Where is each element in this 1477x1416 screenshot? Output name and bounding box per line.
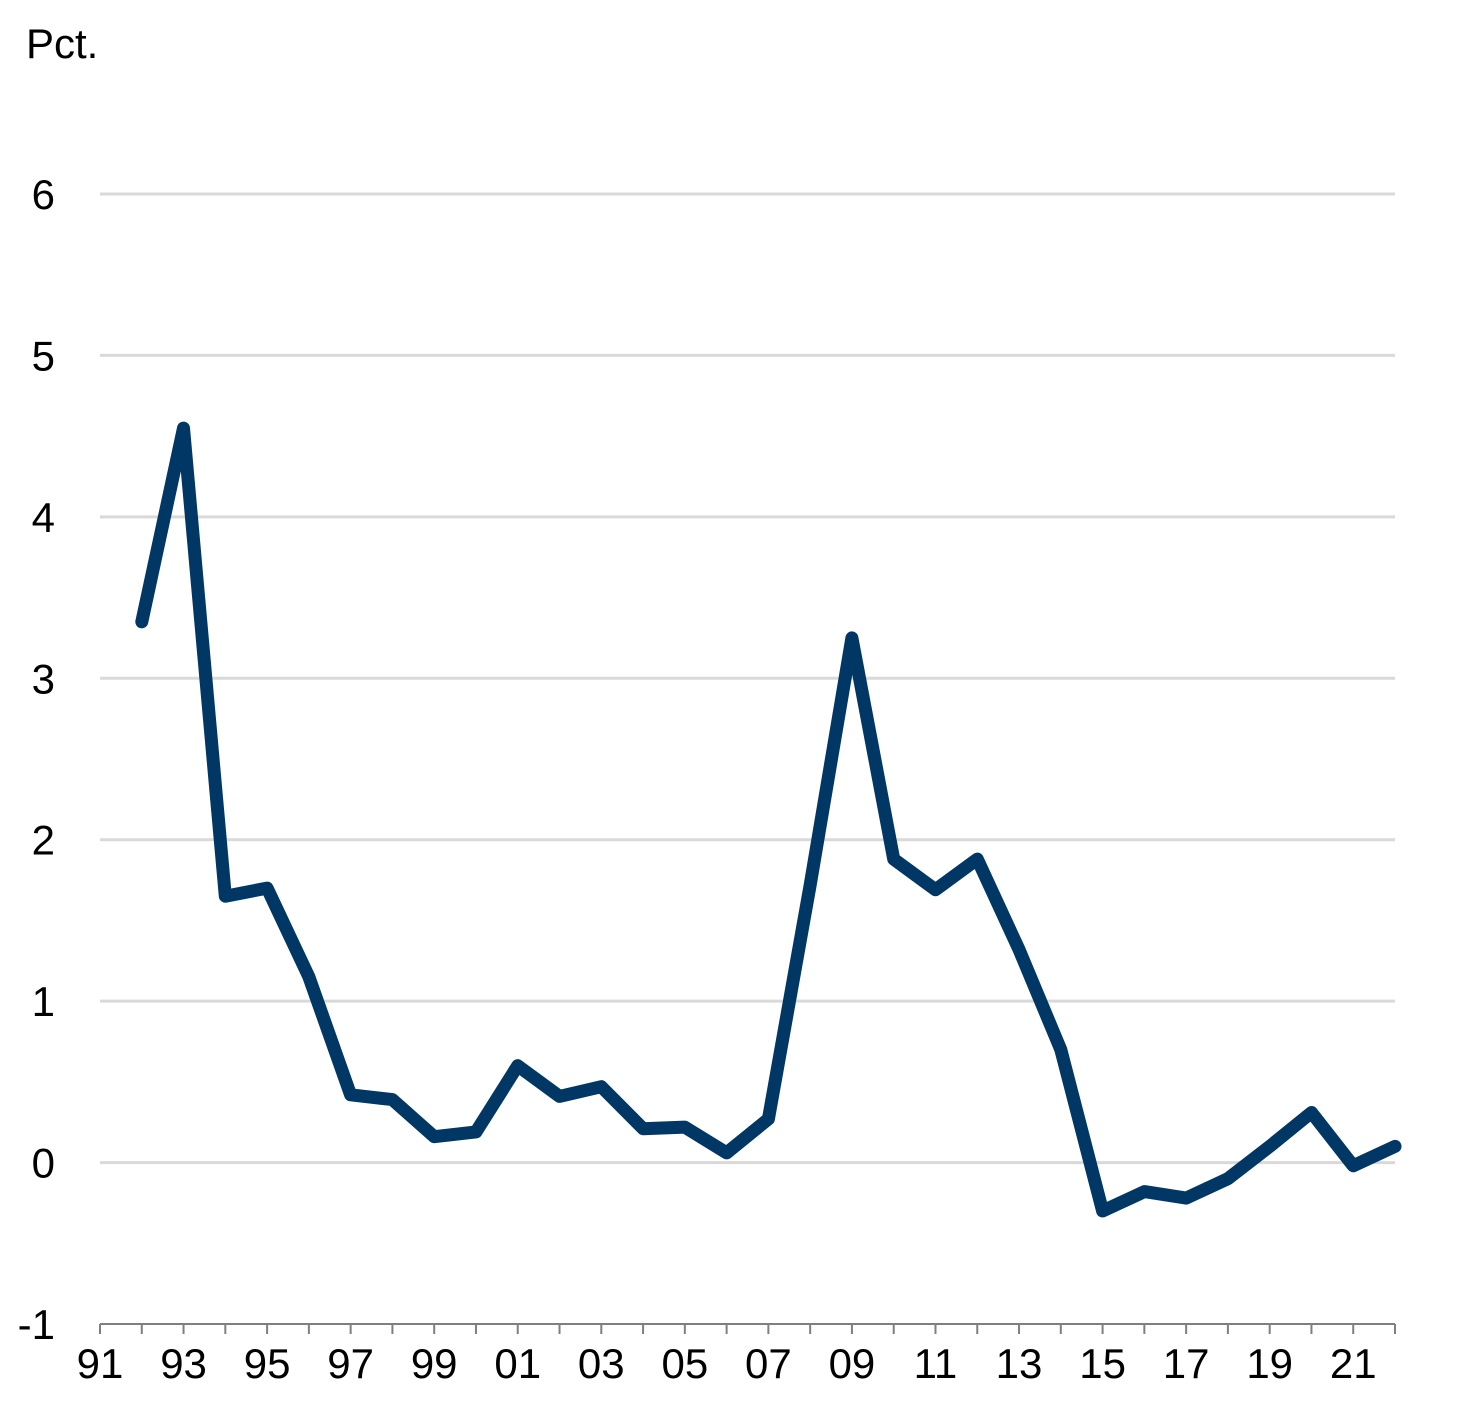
x-tick-label-93: 93	[160, 1340, 207, 1387]
series-layer	[135, 421, 1402, 1218]
x-tick-label-13: 13	[996, 1340, 1043, 1387]
y-tick-label-6: 6	[32, 171, 55, 218]
y-tick-label-4: 4	[32, 494, 55, 541]
x-tick-label-09: 09	[829, 1340, 876, 1387]
x-tick-label-07: 07	[745, 1340, 792, 1387]
gridlines	[100, 192, 1395, 1165]
x-tick-label-91: 91	[77, 1340, 124, 1387]
x-tick-label-99: 99	[411, 1340, 458, 1387]
series-line-0	[135, 421, 1402, 1218]
x-tick-label-05: 05	[661, 1340, 708, 1387]
x-axis: 91 93 95 97 99 01 03 05 07 09 11 13 15 17 19 21	[77, 1323, 1396, 1387]
y-tick-label-3: 3	[32, 655, 55, 702]
y-axis-ticks: 6 5 4 3 2 1 0 -1	[18, 171, 55, 1348]
x-tick-label-17: 17	[1163, 1340, 1210, 1387]
x-tick-label-97: 97	[327, 1340, 374, 1387]
x-tick-label-03: 03	[578, 1340, 625, 1387]
x-tick-label-19: 19	[1246, 1340, 1293, 1387]
x-tick-label-95: 95	[244, 1340, 291, 1387]
y-tick-label-0: 0	[32, 1140, 55, 1187]
x-tick-label-21: 21	[1330, 1340, 1377, 1387]
x-tick-label-15: 15	[1079, 1340, 1126, 1387]
y-tick-label--1: -1	[18, 1301, 55, 1348]
y-tick-label-1: 1	[32, 978, 55, 1025]
x-tick-label-11: 11	[914, 1340, 958, 1387]
y-tick-label-2: 2	[32, 817, 55, 864]
y-axis-unit-label: Pct.	[26, 20, 99, 67]
x-tick-label-01: 01	[494, 1340, 541, 1387]
y-tick-label-5: 5	[32, 332, 55, 379]
